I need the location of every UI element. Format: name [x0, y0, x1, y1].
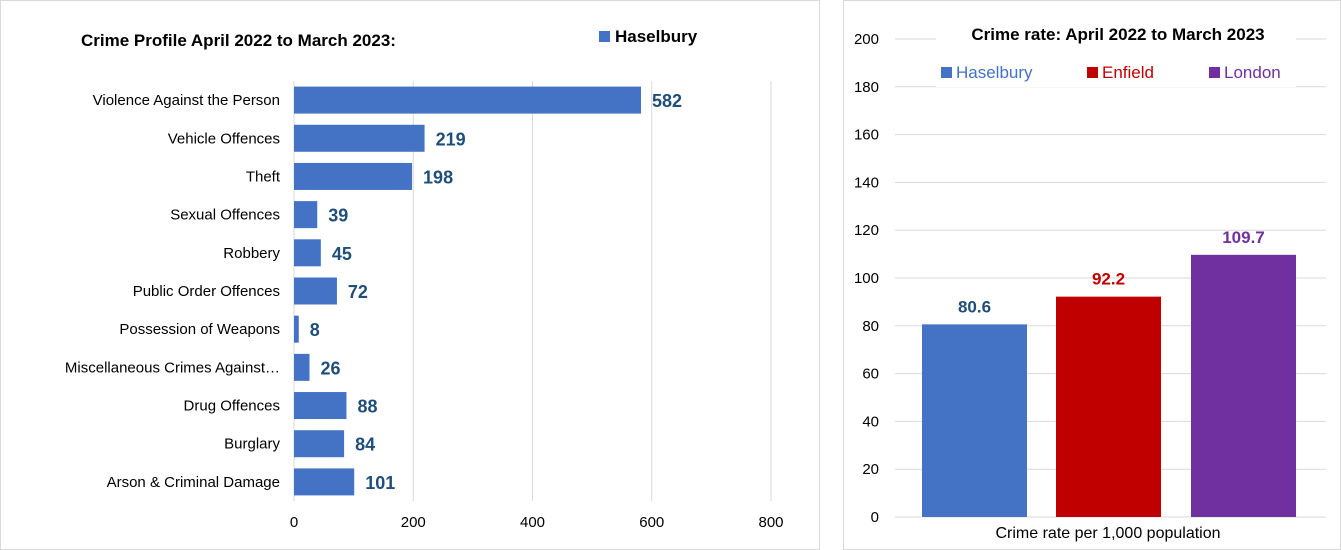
y-tick-label: 60: [862, 366, 879, 383]
x-tick-label: 800: [758, 514, 783, 531]
crime-rate-chart: Crime rate: April 2022 to March 2023 Has…: [854, 21, 1326, 542]
y-tick-label: 40: [862, 413, 879, 430]
y-tick-label: 0: [871, 509, 879, 526]
y-tick-label: 120: [854, 222, 879, 239]
legend-swatch-haselbury: [941, 67, 952, 78]
bar-enfield: [1056, 296, 1161, 517]
category-label: Vehicle Offences: [168, 130, 280, 147]
y-tick-label: 80: [862, 318, 879, 335]
bar: [294, 468, 355, 496]
legend-label-enfield: Enfield: [1102, 63, 1154, 82]
bar: [294, 239, 321, 267]
y-tick-label: 20: [862, 461, 879, 478]
bar: [294, 315, 299, 343]
bar: [294, 392, 347, 420]
data-label: 92.2: [1092, 270, 1125, 289]
data-label: 101: [365, 473, 395, 493]
legend-label-haselbury: Haselbury: [956, 63, 1033, 82]
bar: [294, 86, 642, 114]
category-label: Robbery: [223, 245, 280, 262]
legend-swatch-enfield: [1087, 67, 1098, 78]
category-label: Drug Offences: [184, 398, 280, 415]
y-tick-label: 180: [854, 79, 879, 96]
crime-rate-panel: Crime rate: April 2022 to March 2023 Has…: [843, 0, 1341, 550]
y-tick-label: 100: [854, 270, 879, 287]
bar: [294, 162, 413, 190]
data-label: 26: [321, 358, 341, 378]
legend-swatch-haselbury: [599, 31, 610, 42]
legend-backdrop: [936, 57, 1296, 87]
crime-profile-panel: Crime Profile April 2022 to March 2023: …: [0, 0, 820, 550]
data-label: 39: [328, 206, 348, 226]
legend-label-london: London: [1224, 63, 1281, 82]
bar: [294, 353, 310, 381]
data-label: 8: [310, 320, 320, 340]
data-label: 80.6: [958, 297, 991, 316]
crime-rate-title: Crime rate: April 2022 to March 2023: [971, 25, 1264, 44]
category-label: Sexual Offences: [170, 207, 280, 224]
crime-profile-legend: Haselbury: [599, 27, 698, 46]
bar: [294, 277, 337, 305]
bar-haselbury: [922, 324, 1027, 517]
data-label: 72: [348, 282, 368, 302]
category-label: Theft: [246, 168, 281, 185]
data-label: 109.7: [1222, 228, 1265, 247]
category-label: Violence Against the Person: [93, 92, 280, 109]
crime-rate-x-category: Crime rate per 1,000 population: [995, 525, 1220, 542]
category-label: Public Order Offences: [133, 283, 280, 300]
category-label: Miscellaneous Crimes Against…: [65, 359, 280, 376]
legend-label-haselbury: Haselbury: [615, 27, 698, 46]
data-label: 88: [357, 397, 377, 417]
legend-swatch-london: [1209, 67, 1220, 78]
bar: [294, 124, 425, 152]
bar: [294, 430, 345, 458]
title-backdrop: [936, 21, 1296, 47]
crime-profile-title: Crime Profile April 2022 to March 2023:: [81, 31, 396, 50]
x-tick-label: 400: [520, 514, 545, 531]
y-tick-label: 160: [854, 127, 879, 144]
category-label: Arson & Criminal Damage: [107, 474, 280, 491]
y-tick-label: 200: [854, 31, 879, 48]
category-label: Possession of Weapons: [119, 321, 280, 338]
x-tick-label: 600: [639, 514, 664, 531]
crime-rate-legend: Haselbury Enfield London: [941, 63, 1281, 82]
data-label: 198: [423, 167, 453, 187]
data-label: 45: [332, 244, 352, 264]
data-label: 219: [436, 129, 466, 149]
x-tick-label: 0: [290, 514, 298, 531]
x-tick-label: 200: [401, 514, 426, 531]
bar-london: [1191, 254, 1296, 517]
category-label: Burglary: [224, 436, 280, 453]
data-label: 582: [652, 91, 682, 111]
data-label: 84: [355, 435, 375, 455]
crime-profile-chart: Crime Profile April 2022 to March 2023: …: [65, 27, 784, 531]
bar: [294, 201, 318, 229]
y-tick-label: 140: [854, 174, 879, 191]
